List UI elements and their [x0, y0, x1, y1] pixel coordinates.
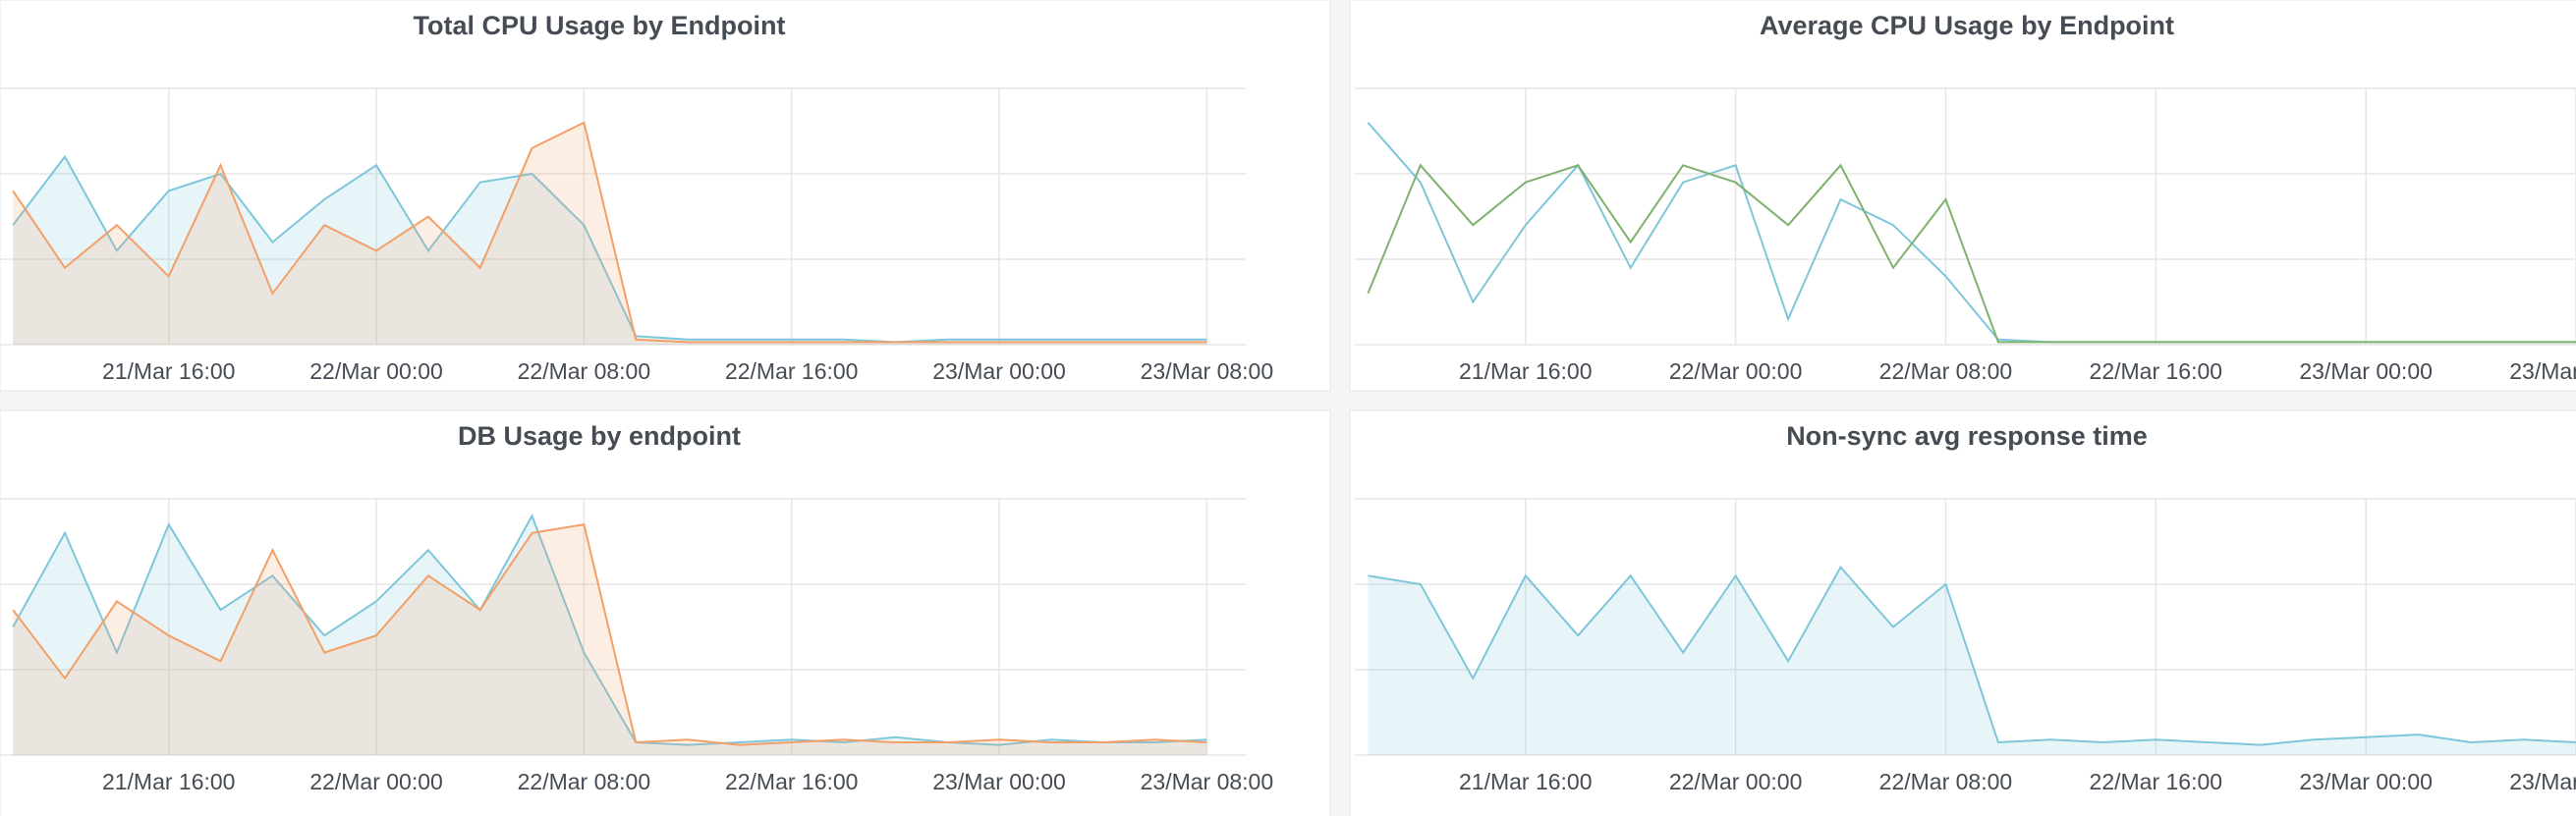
x-tick-label: 22/Mar 16:00: [725, 358, 859, 384]
series-line: [1367, 163, 2576, 344]
x-tick-label: 23/Mar 08:00: [1141, 769, 1274, 794]
x-tick-label: 22/Mar 16:00: [2090, 358, 2223, 384]
panel: [1349, 409, 2576, 816]
series-line: [12, 154, 1207, 344]
x-tick-label: 23/Mar 08:00: [1141, 358, 1274, 384]
x-tick-label: 23/Mar 00:00: [2299, 358, 2433, 384]
panel: [0, 0, 1331, 392]
x-tick-label: 23/Mar 00:00: [932, 358, 1066, 384]
x-tick-label: 22/Mar 00:00: [1669, 358, 1803, 384]
panel-title: Total CPU Usage by Endpoint: [413, 11, 785, 40]
x-tick-label: 22/Mar 00:00: [1669, 769, 1803, 794]
x-tick-label: 22/Mar 16:00: [2090, 769, 2223, 794]
x-tick-label: 22/Mar 08:00: [1879, 769, 2013, 794]
x-tick-label: 21/Mar 16:00: [102, 358, 236, 384]
panel-title: DB Usage by endpoint: [458, 421, 741, 451]
series-area: [1368, 567, 2576, 755]
x-tick-label: 22/Mar 08:00: [518, 358, 651, 384]
x-tick-label: 22/Mar 08:00: [518, 769, 651, 794]
series-line: [12, 522, 1207, 746]
x-tick-label: 23/Mar 00:00: [932, 769, 1066, 794]
series-line: [12, 514, 1207, 746]
x-tick-label: 21/Mar 16:00: [1459, 769, 1593, 794]
x-tick-label: 21/Mar 16:00: [1459, 358, 1593, 384]
series-line: [12, 121, 1207, 344]
panel: [0, 409, 1331, 816]
series-area: [13, 516, 1207, 755]
panel: [1349, 0, 2576, 392]
series-area: [13, 156, 1207, 345]
x-tick-label: 21/Mar 16:00: [102, 769, 236, 794]
x-tick-label: 22/Mar 00:00: [309, 358, 443, 384]
panel-title: Non-sync avg response time: [1786, 421, 2148, 451]
x-tick-label: 23/Mar 08:00: [2509, 769, 2576, 794]
x-tick-label: 22/Mar 00:00: [309, 769, 443, 794]
panel-title: Average CPU Usage by Endpoint: [1760, 11, 2174, 40]
x-tick-label: 22/Mar 16:00: [725, 769, 859, 794]
x-tick-label: 23/Mar 08:00: [2509, 358, 2576, 384]
series-area: [13, 524, 1207, 755]
x-tick-label: 22/Mar 08:00: [1879, 358, 2013, 384]
x-tick-label: 23/Mar 00:00: [2299, 769, 2433, 794]
series-line: [1368, 565, 2576, 746]
